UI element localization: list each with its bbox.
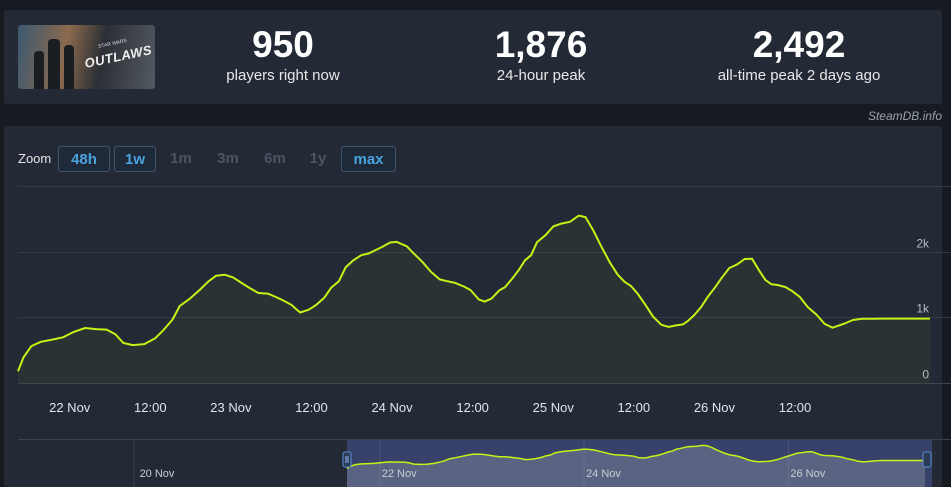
zoom-1y-button[interactable]: 1y — [309, 150, 327, 167]
x-tick-label: 12:00 — [779, 400, 812, 415]
stat-value: 1,876 — [494, 24, 588, 65]
navigator-left-handle[interactable] — [342, 451, 352, 468]
zoom-1w-button[interactable]: 1w — [114, 146, 156, 172]
stat-value: 950 — [252, 24, 314, 65]
navigator-label: 22 Nov — [382, 468, 417, 480]
stat-label: all-time peak 2 days ago — [717, 67, 881, 84]
stat-current-players: 950 players right now — [173, 24, 393, 86]
attribution-link[interactable]: SteamDB.info — [867, 109, 942, 123]
navigator-line — [346, 444, 925, 469]
figure-silhouette — [64, 45, 74, 89]
x-tick-label: 12:00 — [456, 400, 489, 415]
stat-24h-peak: 1,876 24-hour peak — [431, 24, 651, 86]
x-tick-label: 12:00 — [295, 400, 328, 415]
zoom-6m-button[interactable]: 6m — [264, 150, 286, 167]
x-tick-label: 24 Nov — [371, 400, 413, 415]
zoom-1m-button[interactable]: 1m — [170, 150, 192, 167]
stat-all-time-peak: 2,492 all-time peak 2 days ago — [689, 24, 909, 86]
x-tick-label: 12:00 — [134, 400, 167, 415]
y-axis: 0 1k 2k — [916, 237, 930, 382]
navigator-selection[interactable] — [347, 440, 932, 487]
x-tick-label: 26 Nov — [694, 400, 736, 415]
x-tick-label: 25 Nov — [533, 400, 575, 415]
zoom-3m-button[interactable]: 3m — [217, 150, 239, 167]
zoom-label: Zoom — [18, 151, 52, 166]
series-line[interactable] — [17, 214, 930, 372]
x-tick-label: 23 Nov — [210, 400, 252, 415]
zoom-48h-button[interactable]: 48h — [58, 146, 110, 172]
navigator-right-handle[interactable] — [922, 451, 932, 468]
y-tick-label: 2k — [916, 237, 930, 251]
zoom-max-button[interactable]: max — [341, 146, 396, 172]
stats-panel: STAR WARS OUTLAWS 950 players right now … — [4, 10, 942, 104]
x-tick-label: 12:00 — [618, 400, 651, 415]
navigator[interactable]: 20 Nov 22 Nov 24 Nov 26 Nov — [18, 439, 951, 487]
navigator-label: 24 Nov — [586, 468, 621, 480]
figure-silhouette — [48, 39, 60, 89]
navigator-label: 20 Nov — [140, 468, 175, 480]
stat-label: 24-hour peak — [496, 67, 586, 84]
x-tick-label: 22 Nov — [49, 400, 91, 415]
stat-value: 2,492 — [752, 24, 846, 65]
game-cover-image[interactable]: STAR WARS OUTLAWS — [18, 25, 155, 89]
series-area — [18, 215, 930, 383]
figure-silhouette — [34, 51, 44, 89]
navigator-label: 26 Nov — [790, 468, 825, 480]
stat-label: players right now — [226, 67, 340, 84]
y-tick-label: 0 — [922, 368, 929, 382]
y-tick-label: 1k — [916, 302, 930, 316]
x-axis: 22 Nov 12:00 23 Nov 12:00 24 Nov 12:00 25 Nov 1… — [49, 400, 811, 415]
